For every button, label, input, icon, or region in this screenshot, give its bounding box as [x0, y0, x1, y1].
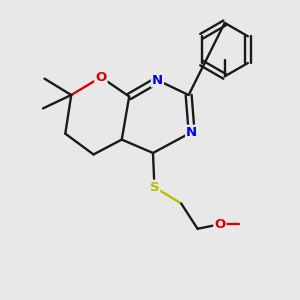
Text: O: O	[214, 218, 226, 231]
Text: S: S	[150, 181, 159, 194]
Text: O: O	[95, 71, 106, 84]
Text: N: N	[186, 126, 197, 139]
Text: N: N	[152, 74, 163, 87]
